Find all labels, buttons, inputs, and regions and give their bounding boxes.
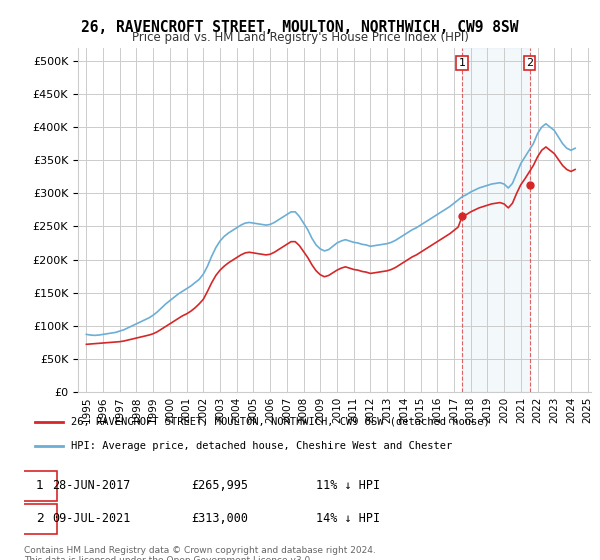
FancyBboxPatch shape [21,471,58,501]
Text: 2: 2 [35,512,44,525]
FancyBboxPatch shape [21,505,58,534]
Text: 1: 1 [458,58,466,68]
Text: 11% ↓ HPI: 11% ↓ HPI [316,479,380,492]
Text: 09-JUL-2021: 09-JUL-2021 [52,512,130,525]
Text: HPI: Average price, detached house, Cheshire West and Chester: HPI: Average price, detached house, Ches… [71,441,452,451]
Text: 1: 1 [35,479,44,492]
Text: 26, RAVENCROFT STREET, MOULTON, NORTHWICH, CW9 8SW (detached house): 26, RAVENCROFT STREET, MOULTON, NORTHWIC… [71,417,490,427]
Text: 28-JUN-2017: 28-JUN-2017 [52,479,130,492]
Text: £313,000: £313,000 [191,512,248,525]
Text: 26, RAVENCROFT STREET, MOULTON, NORTHWICH, CW9 8SW: 26, RAVENCROFT STREET, MOULTON, NORTHWIC… [81,20,519,35]
Bar [462,48,530,392]
Text: Contains HM Land Registry data © Crown copyright and database right 2024.
This d: Contains HM Land Registry data © Crown c… [24,546,376,560]
Text: Price paid vs. HM Land Registry's House Price Index (HPI): Price paid vs. HM Land Registry's House … [131,31,469,44]
Text: 14% ↓ HPI: 14% ↓ HPI [316,512,380,525]
Text: 2: 2 [526,58,533,68]
Text: £265,995: £265,995 [191,479,248,492]
